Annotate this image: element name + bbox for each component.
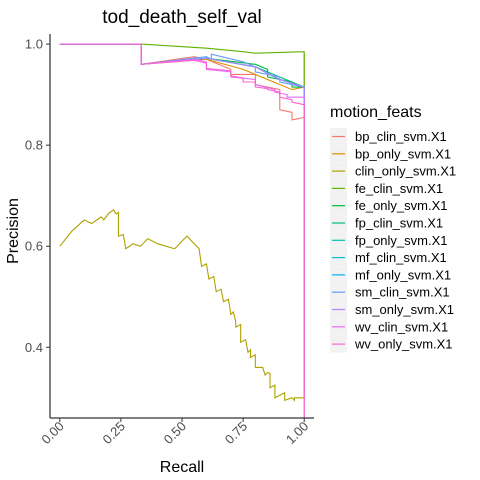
series-line-bp-clin-svm-x1 <box>59 43 305 398</box>
legend-label-wv-only-svm-x1: wv_only_svm.X1 <box>354 337 453 352</box>
series-line-sm-only-svm-x1 <box>59 43 305 398</box>
legend-label-mf-only-svm-x1: mf_only_svm.X1 <box>355 267 451 282</box>
legend-label-bp-only-svm-x1: bp_only_svm.X1 <box>355 146 451 161</box>
x-tick-label: 0.75 <box>222 419 251 448</box>
legend-label-clin-only-svm-x1: clin_only_svm.X1 <box>355 164 456 179</box>
legend-title: motion_feats <box>330 104 422 121</box>
legend-label-bp-clin-svm-x1: bp_clin_svm.X1 <box>355 129 447 144</box>
legend-label-sm-only-svm-x1: sm_only_svm.X1 <box>355 302 454 317</box>
x-tick-label: 1.00 <box>283 419 312 448</box>
legend-label-fp-only-svm-x1: fp_only_svm.X1 <box>355 233 448 248</box>
legend-label-wv-clin-svm-x1: wv_clin_svm.X1 <box>354 319 448 334</box>
series-line-sm-clin-svm-x1 <box>59 43 305 398</box>
series-line-clin-only-svm-x1 <box>59 54 305 402</box>
series-line-bp-only-svm-x1 <box>59 43 305 398</box>
legend-label-fe-only-svm-x1: fe_only_svm.X1 <box>355 198 448 213</box>
legend-items: bp_clin_svm.X1 bp_only_svm.X1 clin_only_sv… <box>330 128 456 353</box>
x-tick-label: 0.00 <box>38 419 67 448</box>
chart-title: tod_death_self_val <box>102 7 262 28</box>
series-line-fe-clin-svm-x1 <box>59 43 305 398</box>
series-line-fe-only-svm-x1 <box>59 43 305 398</box>
x-axis-title: Recall <box>160 459 204 476</box>
x-tick-label: 0.25 <box>100 419 129 448</box>
legend-label-sm-clin-svm-x1: sm_clin_svm.X1 <box>355 285 450 300</box>
series-line-wv-only-svm-x1 <box>59 43 305 418</box>
legend-label-fp-clin-svm-x1: fp_clin_svm.X1 <box>355 216 443 231</box>
y-tick-label: 0.4 <box>25 340 43 355</box>
legend: motion_feats bp_clin_svm.X1 bp_only_svm.X… <box>330 104 456 353</box>
series-line-fp-only-svm-x1 <box>59 43 305 398</box>
y-axis-title: Precision <box>5 198 22 264</box>
legend-label-fe-clin-svm-x1: fe_clin_svm.X1 <box>355 181 443 196</box>
series-line-mf-only-svm-x1 <box>59 43 305 398</box>
y-ticks: 0.4 0.6 0.8 1.0 <box>25 37 50 355</box>
series-line-wv-clin-svm-x1 <box>59 43 305 418</box>
y-tick-label: 1.0 <box>25 37 43 52</box>
series-line-fp-clin-svm-x1 <box>59 43 305 398</box>
legend-label-mf-clin-svm-x1: mf_clin_svm.X1 <box>355 250 447 265</box>
x-ticks: 0.00 0.25 0.50 0.75 1.00 <box>38 418 311 447</box>
series-line-mf-clin-svm-x1 <box>59 43 305 398</box>
y-tick-label: 0.8 <box>25 138 43 153</box>
plot-series-group <box>59 43 305 418</box>
y-tick-label: 0.6 <box>25 239 43 254</box>
x-tick-label: 0.50 <box>161 419 190 448</box>
